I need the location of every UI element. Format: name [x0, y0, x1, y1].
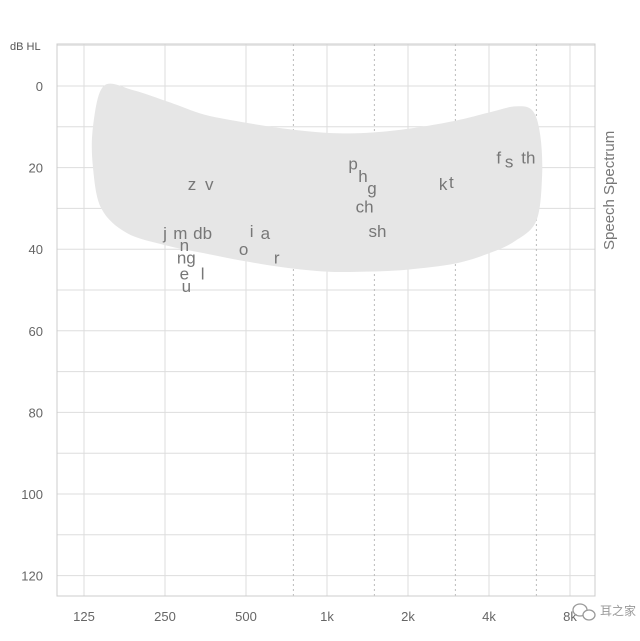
- phoneme-label: r: [274, 248, 280, 267]
- phoneme-label: i: [250, 222, 254, 241]
- grid: [56, 43, 596, 597]
- x-tick-label: 125: [73, 609, 95, 624]
- watermark: 耳之家: [572, 603, 636, 621]
- phoneme-label: s: [505, 152, 514, 171]
- phoneme-label: sh: [368, 222, 386, 241]
- phoneme-label: h: [358, 167, 367, 186]
- watermark-text: 耳之家: [600, 603, 636, 618]
- phoneme-label: e: [180, 265, 189, 284]
- phoneme-label: l: [201, 265, 205, 284]
- phoneme-label: th: [521, 148, 535, 167]
- phoneme-label: ng: [177, 248, 196, 267]
- phoneme-label: ch: [356, 197, 374, 216]
- x-axis-ticks: 125 250 500 1k 2k 4k 8k: [73, 609, 577, 624]
- wechat-icon: [572, 603, 596, 621]
- phoneme-label: db: [193, 224, 212, 243]
- y-axis-ticks: 0 20 40 60 80 100 120: [21, 79, 43, 584]
- phoneme-label: m: [173, 224, 187, 243]
- y-tick-label: 0: [36, 79, 43, 94]
- speech-spectrum-label: Speech Spectrum: [601, 131, 618, 250]
- y-tick-label: 40: [29, 242, 43, 257]
- phoneme-label: f: [496, 148, 501, 167]
- phoneme-label: g: [367, 179, 376, 198]
- phoneme-label: v: [205, 175, 214, 194]
- x-tick-label: 250: [154, 609, 176, 624]
- phoneme-label: z: [188, 175, 197, 194]
- phoneme-label: n: [180, 236, 189, 255]
- x-tick-label: 1k: [320, 609, 334, 624]
- phoneme-label: t: [449, 173, 454, 192]
- speech-spectrum-region: [91, 83, 543, 273]
- plot-frame: [56, 43, 596, 597]
- y-tick-label: 80: [29, 405, 43, 420]
- phoneme-label: j: [162, 224, 167, 243]
- phoneme-label: u: [182, 277, 191, 296]
- phoneme-label: o: [239, 240, 248, 259]
- y-tick-label: 100: [21, 487, 43, 502]
- phoneme-label: a: [261, 224, 271, 243]
- x-tick-label: 2k: [401, 609, 415, 624]
- x-tick-label: 500: [235, 609, 257, 624]
- y-tick-label: 20: [29, 161, 43, 176]
- x-tick-label: 4k: [482, 609, 496, 624]
- y-tick-label: 60: [29, 324, 43, 339]
- phoneme-label: p: [348, 155, 357, 174]
- y-tick-label: 120: [21, 569, 43, 584]
- phoneme-label: k: [439, 175, 448, 194]
- y-axis-unit-label: dB HL: [10, 41, 41, 53]
- x-tick-label: 8k: [563, 609, 577, 624]
